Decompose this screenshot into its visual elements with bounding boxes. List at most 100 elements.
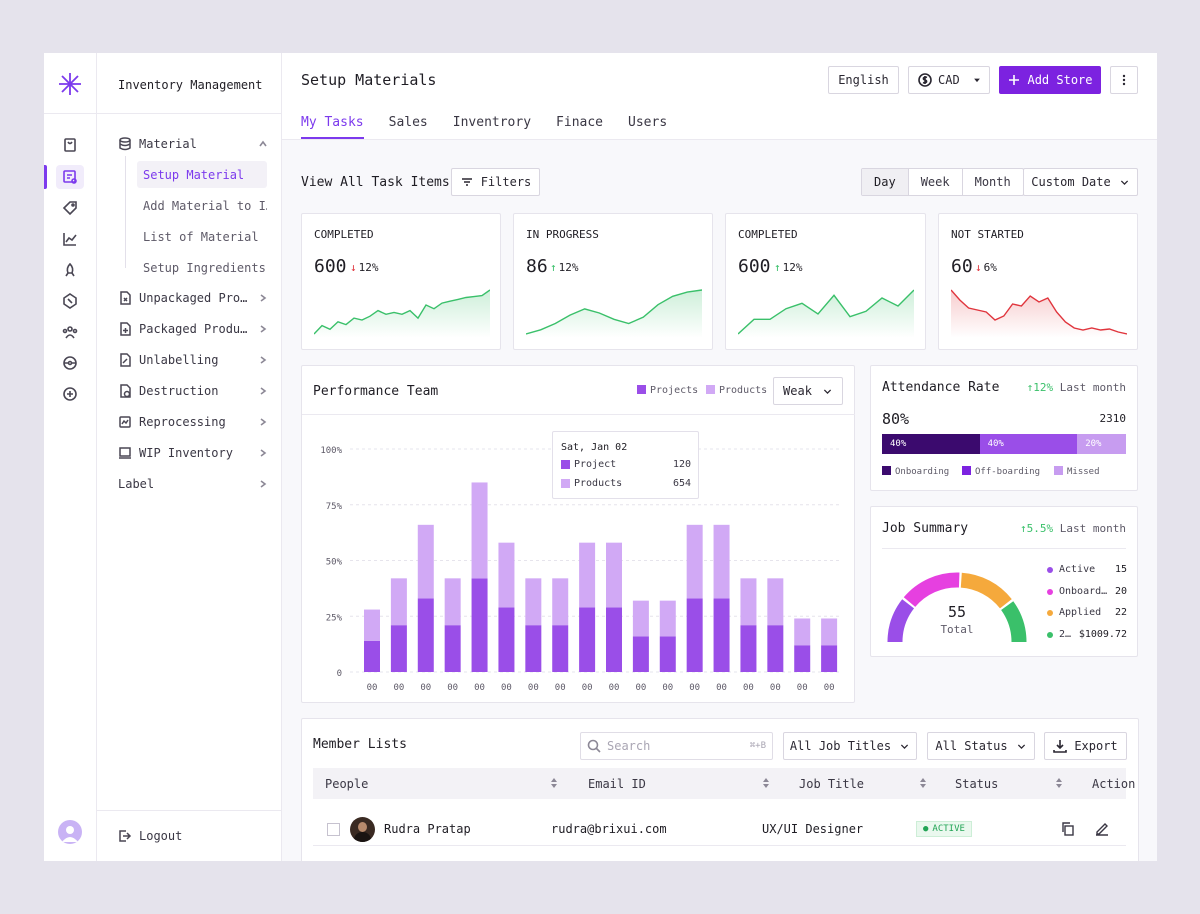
sidebar-item-unlabelling[interactable]: Unlabelling [118,349,268,371]
sidebar-subitem-setup-ingredients[interactable]: Setup Ingredients [143,260,266,275]
search-shortcut: ⌘+B [749,741,766,751]
more-options-button[interactable] [1110,66,1138,94]
y-tick-label: 0 [337,669,342,679]
y-tick-label: 100% [320,446,342,456]
tasks-title: View All Task Items [301,175,450,190]
add-store-button[interactable]: Add Store [999,66,1101,94]
rail-add-icon[interactable] [56,382,84,406]
file-plus-icon [120,322,131,336]
chart-tooltip: Sat, Jan 02 Project 120 Products 654 [552,431,699,499]
x-tick-label: 00 [367,683,378,693]
table-row[interactable]: Rudra Pratap rudra@brixui.com UX/UI Desi… [313,812,1126,846]
arrow-up-icon: ↑ [774,261,781,274]
tab-sales[interactable]: Sales [388,115,428,130]
rail-rocket-icon[interactable] [56,258,84,282]
file-edit-icon [120,353,131,367]
job-titles-select[interactable]: All Job Titles [783,732,917,760]
status-select[interactable]: All Status [927,732,1035,760]
chevron-right-icon [260,480,267,488]
column-job-title[interactable]: Job Title [799,776,865,791]
tab-inventory[interactable]: Inventrory [452,115,532,130]
logout-icon [119,830,132,842]
edit-icon[interactable] [1095,822,1109,836]
tooltip-row-project: Project 120 [561,459,691,470]
member-search-input[interactable]: Search ⌘+B [580,732,773,760]
performance-title: Performance Team [313,384,439,399]
rail-bag-icon[interactable] [56,133,84,157]
rail-badge-icon[interactable] [56,289,84,313]
currency-select[interactable]: CAD [908,66,990,94]
chevron-down-icon [823,388,832,394]
segment-day[interactable]: Day [862,169,909,195]
x-tick-label: 00 [662,683,673,693]
sort-icon[interactable] [762,777,770,789]
sidebar-item-label-menu[interactable]: Label [118,473,268,495]
attendance-count: 2310 [1099,412,1127,425]
tab-finance[interactable]: Finace [556,115,604,130]
sidebar-item-label: Unlabelling [139,353,219,367]
stat-card-in-progress: IN PROGRESS 86 ↑ 12% [513,213,713,350]
sidebar-item-packaged[interactable]: Packaged Produ… [118,318,268,340]
tooltip-title: Sat, Jan 02 [561,442,628,453]
copy-icon[interactable] [1061,822,1075,836]
rail-tag-icon[interactable] [56,196,84,220]
export-label: Export [1074,739,1118,753]
segment-week[interactable]: Week [909,169,963,195]
x-tick-label: 00 [393,683,404,693]
sparkline-chart [738,289,914,338]
row-checkbox[interactable] [327,823,340,836]
legend-value: 22 [1114,607,1127,618]
page-title: Setup Materials [301,71,437,89]
logout-button[interactable]: Logout [118,825,268,847]
bar-projects [767,625,784,672]
sort-icon[interactable] [1055,777,1063,789]
rail-chart-icon[interactable] [56,227,84,251]
legend-label: Missed [1067,467,1100,477]
sidebar-item-label: Label [118,477,155,491]
attendance-rate: 80% [882,410,910,428]
filter-icon [461,178,472,186]
sidebar-subitem-setup-material[interactable]: Setup Material [137,161,267,188]
stat-change: ↑ 12% [550,261,579,274]
member-name: Rudra Pratap [384,822,471,836]
bar-products [794,618,811,646]
sidebar-item-material[interactable]: Material [118,133,268,155]
rail-inventory-icon[interactable] [56,165,84,189]
sidebar-subitem-list-material[interactable]: List of Material [143,229,259,244]
job-summary-gauge [887,572,1027,643]
sidebar-item-unpackaged[interactable]: Unpackaged Pro… [118,287,268,309]
members-table-header: People Email ID Job Title Status Action [313,768,1135,799]
bar-projects [579,607,596,672]
chevron-right-icon [260,325,267,333]
sidebar-item-wip-inventory[interactable]: WIP Inventory [118,442,268,464]
chevron-right-icon [260,418,267,426]
rail-team-icon[interactable] [56,320,84,344]
app-window: Inventory Management Material Setup Mate… [44,53,1157,861]
rail-steering-icon[interactable] [56,351,84,375]
legend-value: 20 [1114,586,1127,597]
export-button[interactable]: Export [1044,732,1127,760]
segment-month[interactable]: Month [974,175,1011,189]
sort-icon[interactable] [919,777,927,789]
bar-projects [444,625,461,672]
sidebar-item-reprocessing[interactable]: Reprocessing [118,411,268,433]
column-status[interactable]: Status [955,776,999,791]
sidebar-item-destruction[interactable]: Destruction [118,380,268,402]
user-avatar[interactable] [58,820,82,844]
column-people[interactable]: People [325,776,369,791]
sidebar-subitem-add-material[interactable]: Add Material to I… [143,198,267,213]
bar-products [364,609,380,641]
sort-icon[interactable] [550,777,558,789]
tab-my-tasks[interactable]: My Tasks [301,115,364,139]
chevron-down-icon [1120,179,1128,185]
logout-label: Logout [139,829,183,843]
performance-period-select[interactable]: Weak [773,377,843,405]
sparkline-area [951,290,1127,338]
tooltip-row-name: Project [574,459,617,470]
filters-button[interactable]: Filters [451,168,540,196]
column-email[interactable]: Email ID [588,776,646,791]
search-placeholder: Search [607,739,651,753]
tab-users[interactable]: Users [628,115,668,130]
custom-date-select[interactable]: Custom Date [1023,168,1138,196]
language-select[interactable]: English [828,66,899,94]
